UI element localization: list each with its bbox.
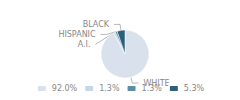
svg-text:1.3%: 1.3% xyxy=(99,84,120,93)
svg-text:5.3%: 5.3% xyxy=(184,84,205,93)
svg-text:HISPANIC: HISPANIC xyxy=(58,30,96,39)
svg-text:92.0%: 92.0% xyxy=(52,84,78,93)
svg-text:BLACK: BLACK xyxy=(83,20,110,29)
svg-text:1.3%: 1.3% xyxy=(142,84,163,93)
svg-text:A.I.: A.I. xyxy=(78,40,91,49)
